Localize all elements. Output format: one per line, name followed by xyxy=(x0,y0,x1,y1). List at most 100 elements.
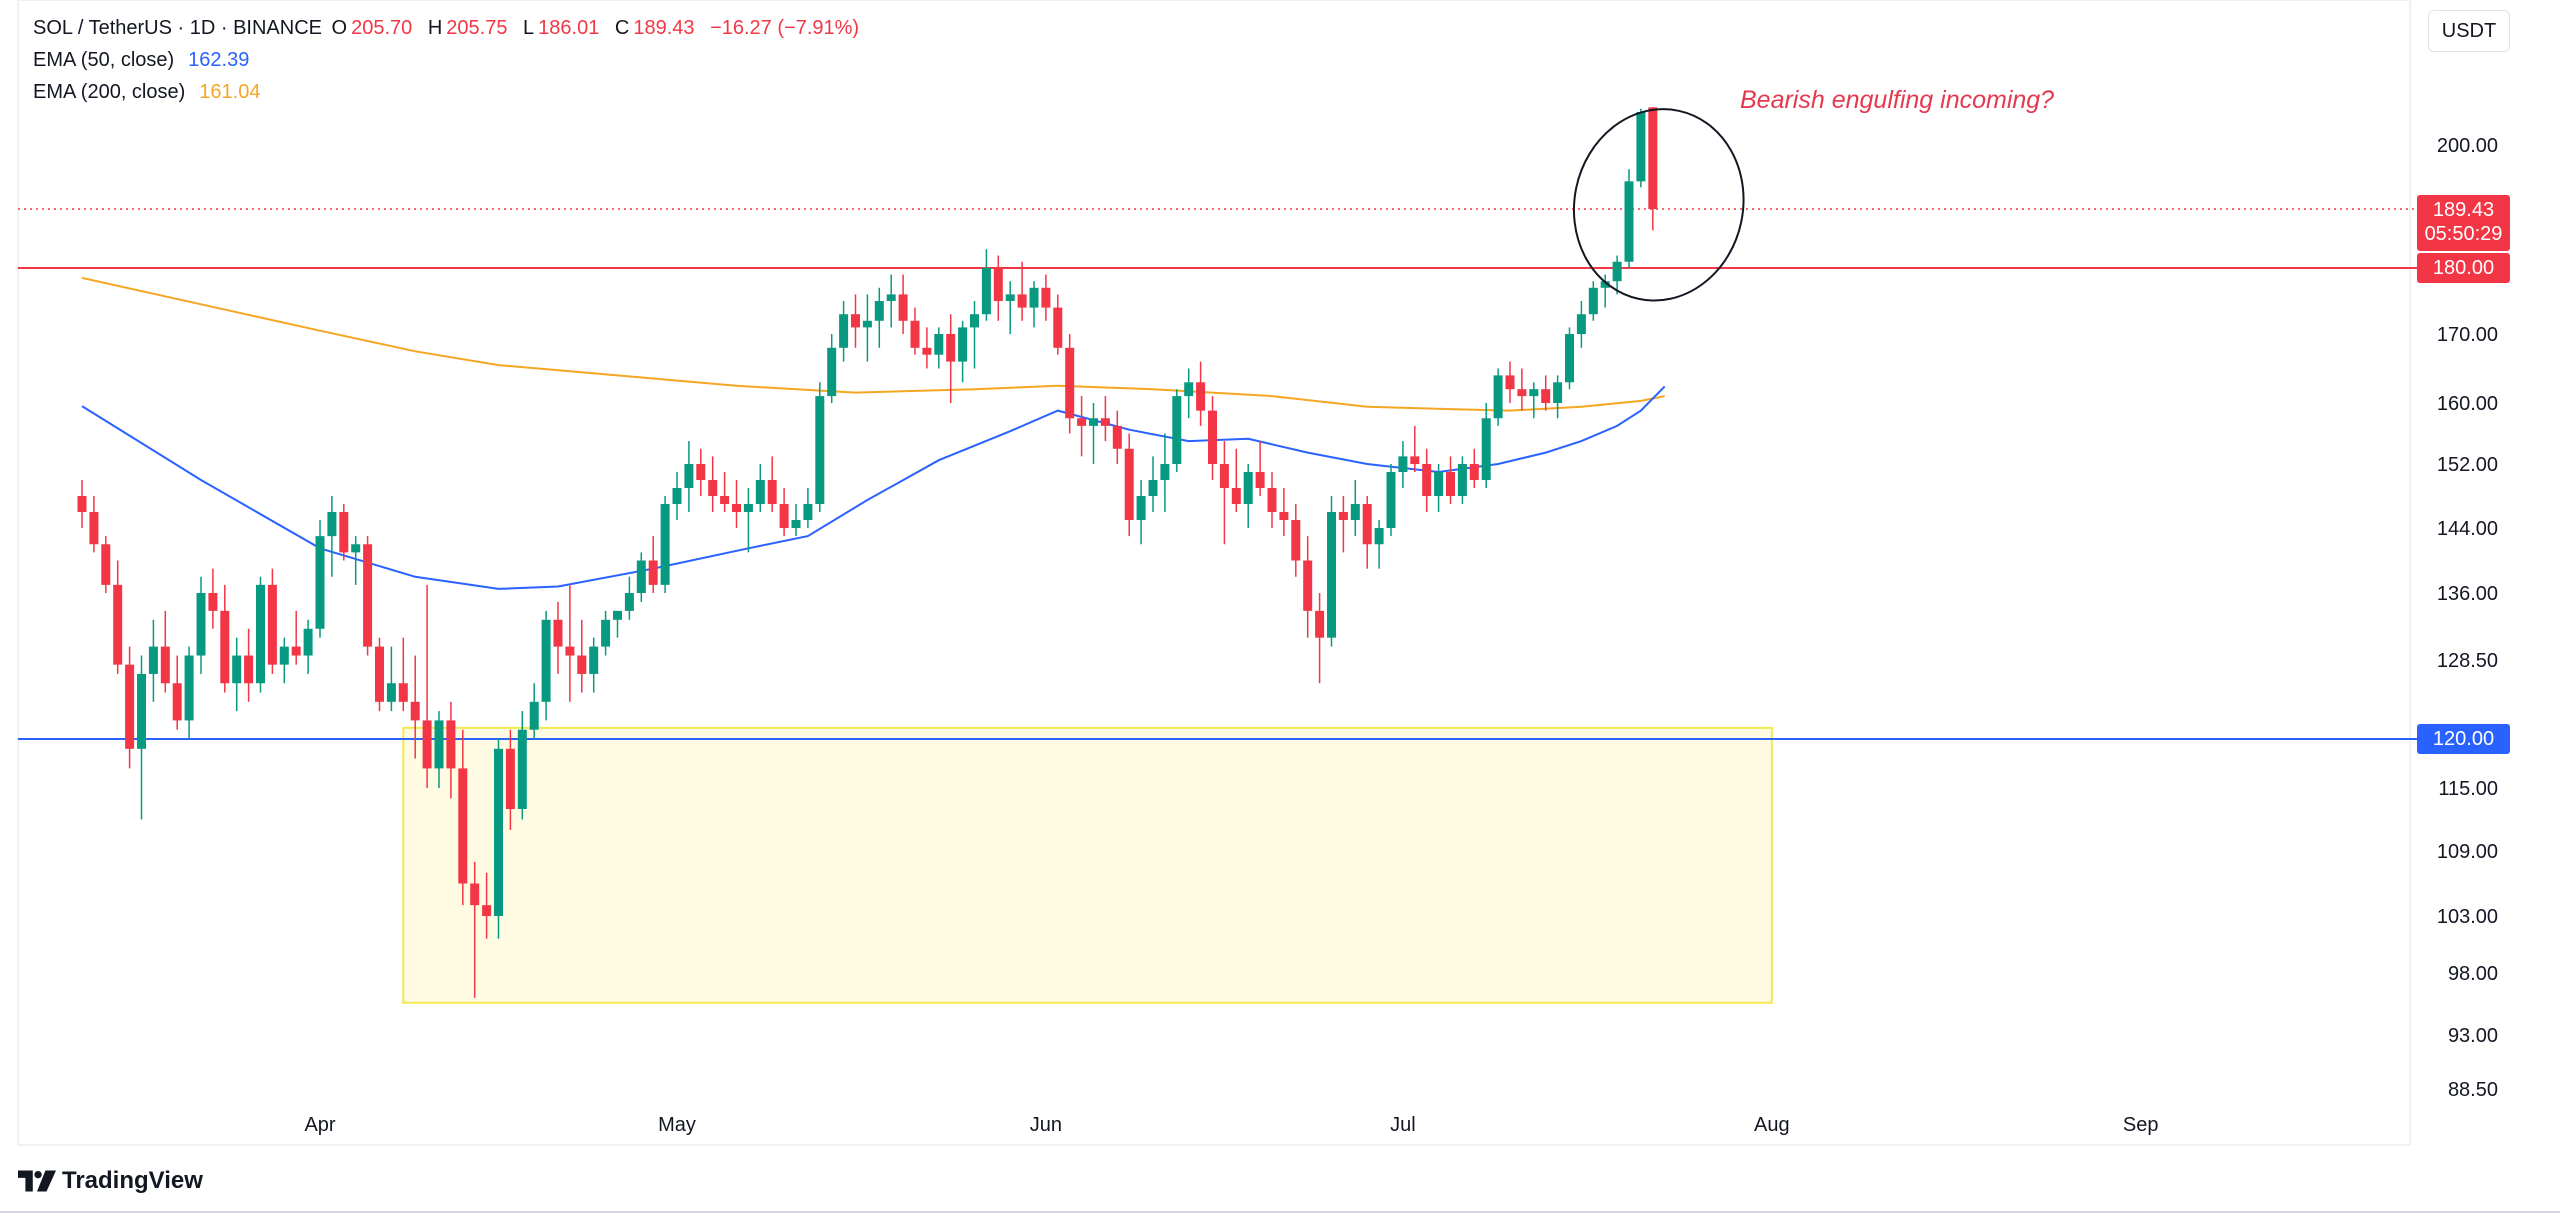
candle xyxy=(1255,441,1265,496)
candle xyxy=(934,327,944,369)
candle xyxy=(232,637,242,712)
candle xyxy=(648,536,658,593)
candle-body xyxy=(839,314,849,348)
y-axis-tick-label: 144.00 xyxy=(2437,518,2498,540)
last-price-tag: 189.43 05:50:29 xyxy=(2417,195,2510,251)
candle xyxy=(1005,281,1015,334)
candle-body xyxy=(363,544,373,647)
candle xyxy=(172,655,182,730)
candle-body xyxy=(1160,464,1170,480)
candle xyxy=(398,637,408,712)
candle-body xyxy=(815,396,825,504)
candle xyxy=(1612,255,1622,295)
candle-body xyxy=(196,593,206,656)
candle-body xyxy=(1541,389,1551,403)
candle xyxy=(244,628,254,702)
close-label: C xyxy=(614,17,630,39)
candle xyxy=(303,619,313,674)
x-axis-tick-label: Jul xyxy=(1390,1114,1416,1136)
candle-body xyxy=(1243,472,1253,504)
candle xyxy=(1374,520,1384,569)
candle-body xyxy=(1505,375,1515,390)
candle xyxy=(672,472,682,520)
candle xyxy=(267,568,277,674)
candle xyxy=(101,536,111,593)
candle xyxy=(1529,382,1539,419)
candle-body xyxy=(755,480,765,504)
candle xyxy=(1457,456,1467,504)
y-axis-tick-label: 136.00 xyxy=(2437,583,2498,605)
candle-body xyxy=(1517,389,1527,397)
candle-body xyxy=(1279,512,1289,520)
candle-body xyxy=(494,748,503,916)
candle-body xyxy=(1493,375,1503,419)
candle-body xyxy=(1457,464,1467,496)
symbol-label[interactable]: SOL / TetherUS · 1D · BINANCE xyxy=(33,17,322,39)
candle xyxy=(125,646,135,769)
high-value: 205.75 xyxy=(446,17,508,39)
open-label: O xyxy=(331,17,348,39)
candle xyxy=(446,701,456,799)
candle xyxy=(1493,368,1503,426)
candle xyxy=(791,504,801,537)
currency-button[interactable]: USDT xyxy=(2428,10,2510,52)
candle xyxy=(148,619,158,702)
tradingview-logo[interactable]: TradingView xyxy=(18,1165,203,1197)
candle-body xyxy=(624,593,634,611)
candle-body xyxy=(279,646,289,665)
candle xyxy=(256,576,265,693)
candle xyxy=(1053,294,1063,355)
candle-body xyxy=(779,504,789,528)
candle-body xyxy=(922,347,932,355)
y-axis-tick-label: 170.00 xyxy=(2437,324,2498,346)
candle-body xyxy=(505,748,515,809)
candle-body xyxy=(1124,448,1134,520)
low-label: L xyxy=(523,17,535,39)
y-axis-tick-label: 128.50 xyxy=(2437,650,2498,672)
candle xyxy=(839,301,849,362)
candle xyxy=(220,584,230,693)
candle xyxy=(1136,480,1146,545)
candle-body xyxy=(874,301,884,321)
candle xyxy=(386,646,396,712)
candle-body xyxy=(672,488,682,504)
candle-body xyxy=(851,314,860,328)
candle xyxy=(422,584,432,788)
candle xyxy=(1386,464,1396,537)
candle xyxy=(1100,396,1110,442)
candle-body xyxy=(529,701,539,730)
candle xyxy=(851,294,860,348)
candle xyxy=(184,646,194,739)
candle xyxy=(1398,441,1408,488)
candle-body xyxy=(386,683,396,702)
candle xyxy=(1553,375,1563,419)
candle xyxy=(589,637,599,693)
annotation-text[interactable]: Bearish engulfing incoming? xyxy=(1740,86,2055,114)
candle-body xyxy=(1196,382,1206,411)
ema200-legend[interactable]: EMA (200, close) 161.04 xyxy=(33,80,264,104)
candle-body xyxy=(1338,512,1348,520)
candle-body xyxy=(1255,472,1265,488)
candle-body xyxy=(1136,496,1146,520)
candle xyxy=(1517,368,1527,411)
candle xyxy=(505,729,515,830)
candle xyxy=(755,464,765,512)
candle xyxy=(1446,456,1455,504)
candle-body xyxy=(315,536,325,629)
candle-body xyxy=(482,905,492,916)
candle xyxy=(1041,274,1051,321)
candle-body xyxy=(1112,425,1122,449)
candle-body xyxy=(1303,560,1313,611)
candle xyxy=(1077,396,1087,457)
candle-body xyxy=(1600,281,1610,288)
candle-body xyxy=(1481,418,1491,480)
candle xyxy=(981,249,991,321)
ema50-legend[interactable]: EMA (50, close) 162.39 xyxy=(33,48,253,72)
resistance-price-tag: 180.00 xyxy=(2417,253,2510,283)
candle xyxy=(363,536,373,656)
candle-body xyxy=(1053,307,1063,348)
candle-body xyxy=(184,655,194,721)
candle-body xyxy=(398,683,408,702)
candle xyxy=(1600,274,1610,308)
